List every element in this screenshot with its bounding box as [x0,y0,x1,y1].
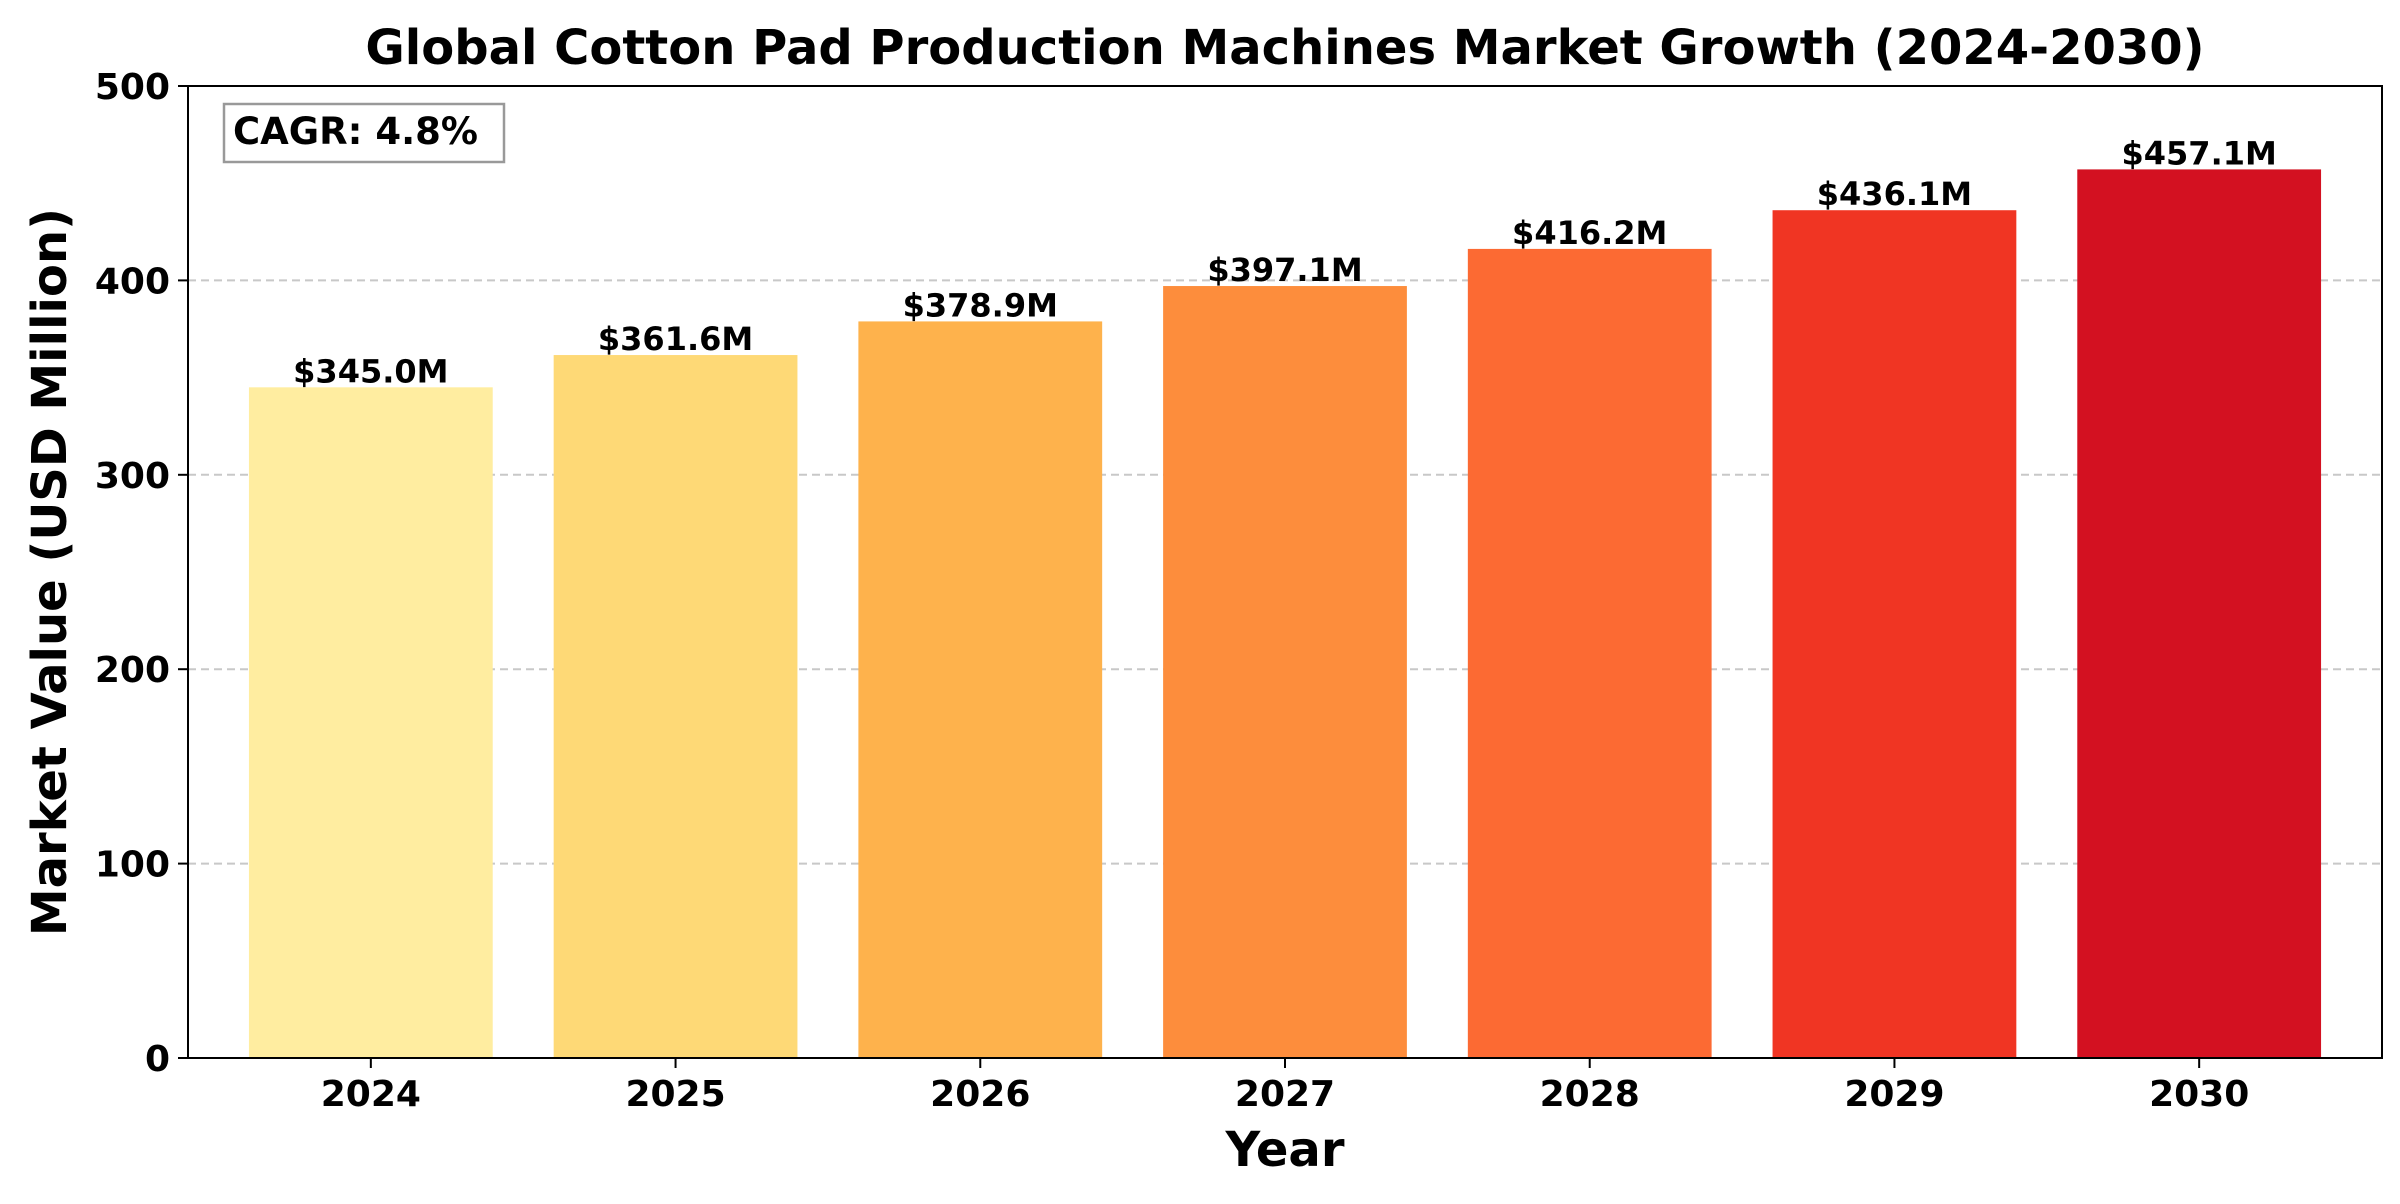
y-tick-label: 200 [95,650,170,691]
bar-2030 [2077,169,2322,1059]
value-label-2026: $378.9M [903,286,1058,324]
y-tick-label: 100 [95,845,170,886]
value-labels: $345.0M $361.6M $378.9M $397.1M $416.2M $436.… [293,134,2277,390]
y-tick-label: 0 [145,1039,170,1080]
cagr-annotation-box [222,102,506,164]
cagr-annotation-text: CAGR: 4.8% [233,110,478,153]
x-tick-label-2025: 2025 [625,1074,725,1115]
value-label-2028: $416.2M [1512,214,1667,252]
bar-2025 [553,355,798,1059]
x-tick-label-2024: 2024 [321,1074,421,1115]
y-axis-ticks: 0 100 200 300 400 500 [95,67,188,1080]
x-tick-label-2029: 2029 [1844,1074,1944,1115]
x-tick-label-2026: 2026 [930,1074,1030,1115]
value-label-2025: $361.6M [598,320,753,358]
bar-2029 [1772,210,2017,1058]
x-tick-label-2030: 2030 [2149,1074,2249,1115]
bar-2027 [1163,286,1407,1058]
x-axis-ticks: 2024 2025 2026 2027 2028 2029 2030 [321,1058,2249,1115]
chart-title: Global Cotton Pad Production Machines Ma… [365,20,2204,76]
value-label-2024: $345.0M [293,352,448,390]
bar-2026 [858,321,1103,1058]
y-tick-label: 500 [95,67,170,108]
bars [248,169,2322,1059]
bar-2028 [1467,248,1712,1058]
value-label-2027: $397.1M [1207,251,1362,289]
x-tick-label-2027: 2027 [1235,1074,1335,1115]
value-label-2029: $436.1M [1817,175,1972,213]
x-axis-label: Year [1225,1122,1345,1178]
value-label-2030: $457.1M [2122,134,2277,172]
y-tick-label: 300 [95,456,170,497]
bar-2024 [248,387,493,1058]
y-tick-label: 400 [95,261,170,302]
y-axis-label: Market Value (USD Million) [22,208,78,936]
cagr-annotation: CAGR: 4.8% [222,102,506,164]
x-tick-label-2028: 2028 [1540,1074,1640,1115]
